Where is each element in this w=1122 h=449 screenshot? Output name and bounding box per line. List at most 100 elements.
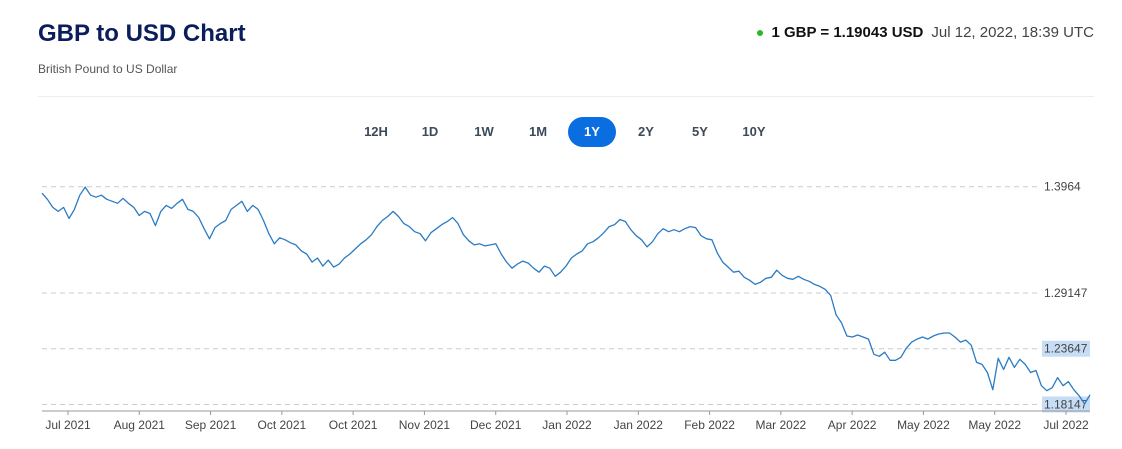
data-point <box>262 219 265 222</box>
data-point <box>543 265 546 268</box>
data-point <box>176 202 179 205</box>
tab-10y[interactable]: 10Y <box>742 124 766 139</box>
data-point <box>748 279 751 282</box>
data-point <box>219 222 222 225</box>
data-point <box>78 194 81 197</box>
data-point <box>786 277 789 280</box>
data-point <box>694 226 697 229</box>
data-point <box>683 227 686 230</box>
data-point <box>845 335 848 338</box>
data-point <box>381 219 384 222</box>
data-point <box>1035 369 1038 372</box>
data-point <box>1083 402 1086 405</box>
data-point <box>856 334 859 337</box>
x-tick-label: Sep 2021 <box>185 418 237 432</box>
x-tick-label: Jul 2022 <box>1043 418 1089 432</box>
data-point <box>397 215 400 218</box>
data-point <box>867 338 870 341</box>
tab-1m[interactable]: 1M <box>528 124 548 139</box>
data-point <box>1051 386 1054 389</box>
data-point <box>953 336 956 339</box>
data-point <box>116 202 119 205</box>
data-point <box>203 227 206 230</box>
data-point <box>46 198 49 201</box>
data-point <box>170 207 173 210</box>
data-point <box>224 219 227 222</box>
data-point <box>284 238 287 241</box>
data-point <box>835 313 838 316</box>
tab-1y[interactable]: 1Y <box>568 117 616 147</box>
data-point <box>1018 358 1021 361</box>
tab-2y[interactable]: 2Y <box>638 124 654 139</box>
data-point <box>95 196 98 199</box>
data-point <box>678 230 681 233</box>
data-point <box>408 225 411 228</box>
data-point <box>791 278 794 281</box>
data-point <box>964 339 967 342</box>
data-point <box>354 247 357 250</box>
data-point <box>986 371 989 374</box>
data-point <box>824 288 827 291</box>
data-point <box>1013 366 1016 369</box>
data-point <box>797 275 800 278</box>
x-tick-label: Feb 2022 <box>684 418 735 432</box>
data-point <box>489 243 492 246</box>
data-point <box>878 355 881 358</box>
data-point <box>943 332 946 335</box>
data-point <box>143 210 146 213</box>
data-point <box>721 261 724 264</box>
data-point <box>127 202 130 205</box>
data-point <box>111 200 114 203</box>
data-point <box>451 216 454 219</box>
data-point <box>467 239 470 242</box>
data-point <box>73 208 76 211</box>
tab-5y[interactable]: 5Y <box>692 124 708 139</box>
data-point <box>802 278 805 281</box>
data-point <box>916 338 919 341</box>
tab-12h[interactable]: 12H <box>364 124 388 139</box>
data-point <box>808 280 811 283</box>
data-point <box>257 208 260 211</box>
data-point <box>629 228 632 231</box>
data-point <box>597 236 600 239</box>
data-point <box>446 220 449 223</box>
data-point <box>559 271 562 274</box>
data-point <box>332 266 335 269</box>
data-point <box>883 351 886 354</box>
data-point <box>494 242 497 245</box>
data-point <box>716 252 719 255</box>
data-point <box>462 233 465 236</box>
data-point <box>705 237 708 240</box>
tab-1d[interactable]: 1D <box>421 124 439 139</box>
data-point <box>775 269 778 272</box>
x-tick-label: Apr 2022 <box>828 418 877 432</box>
data-point <box>991 388 994 391</box>
data-point <box>435 227 438 230</box>
data-point <box>1024 363 1027 366</box>
data-point <box>305 253 308 256</box>
data-point <box>213 226 216 229</box>
data-point <box>359 242 362 245</box>
data-point <box>240 200 243 203</box>
y-tick-label-bg <box>1042 396 1090 413</box>
data-point <box>62 206 65 209</box>
data-point <box>1078 394 1081 397</box>
x-tick-label: Aug 2021 <box>114 418 166 432</box>
x-tick-label: Jan 2022 <box>542 418 592 432</box>
data-point <box>548 267 551 270</box>
tab-1w[interactable]: 1W <box>474 124 494 139</box>
data-point <box>667 230 670 233</box>
x-tick-label: Nov 2021 <box>399 418 451 432</box>
data-point <box>505 261 508 264</box>
data-point <box>1002 368 1005 371</box>
data-point <box>754 283 757 286</box>
data-point <box>84 186 87 189</box>
data-point <box>710 238 713 241</box>
data-point <box>192 210 195 213</box>
y-tick-label: 1.29147 <box>1044 286 1088 300</box>
data-point <box>737 270 740 273</box>
data-point <box>921 336 924 339</box>
data-point <box>619 218 622 221</box>
data-point <box>478 242 481 245</box>
live-status-dot-icon <box>757 29 764 36</box>
